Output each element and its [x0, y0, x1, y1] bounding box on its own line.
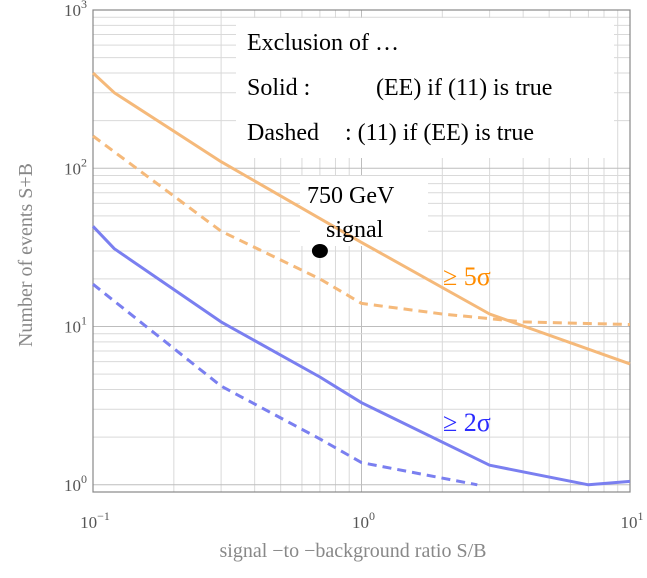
y-tick-label: 100 — [64, 472, 87, 495]
tick-labels: 10−1 100 101 100 101 102 103 — [64, 0, 644, 532]
series-layer — [91, 71, 631, 487]
y-axis-label: Number of events S+B — [15, 163, 37, 347]
annotation-solid-text: (EE) if (11) is true — [376, 75, 552, 101]
signal-label-mass: 750 GeV — [307, 183, 395, 209]
x-tick-label: 10−1 — [80, 509, 110, 532]
series-line-4 — [92, 283, 478, 487]
annotation-solid-label: Solid : — [247, 75, 310, 101]
label-5-sigma: ≥ 5σ — [443, 262, 491, 291]
x-tick-label: 101 — [621, 509, 644, 532]
x-axis-label: signal −to −background ratio S/B — [220, 540, 487, 562]
signal-label-text: signal — [326, 217, 384, 243]
label-2-sigma: ≥ 2σ — [443, 408, 491, 437]
x-tick-label: 100 — [352, 509, 375, 532]
signal-label-box — [300, 176, 428, 246]
plot-frame — [92, 9, 631, 493]
signal-point — [311, 244, 328, 258]
y-tick-label: 103 — [64, 0, 87, 20]
annotation-box — [236, 18, 614, 158]
annotation-title: Exclusion of … — [247, 30, 399, 56]
series-line-2 — [92, 134, 631, 326]
y-tick-label: 101 — [64, 314, 87, 337]
y-tick-label: 102 — [64, 155, 87, 178]
annotation-dashed-text: : (11) if (EE) is true — [345, 120, 534, 146]
grid — [92, 10, 630, 493]
series-line-3 — [91, 225, 631, 487]
annotation-dashed-label: Dashed — [247, 120, 319, 146]
